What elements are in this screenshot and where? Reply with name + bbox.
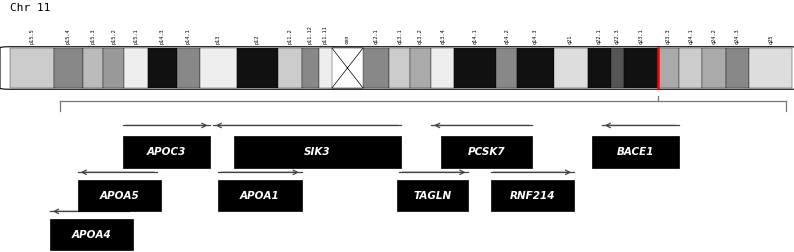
Bar [750,48,792,88]
Text: APOA1: APOA1 [240,191,280,201]
Text: APOA4: APOA4 [71,230,112,240]
Bar [703,48,726,88]
Polygon shape [332,48,363,88]
Bar [553,48,588,88]
Text: q14.3: q14.3 [533,28,538,44]
Bar [726,48,750,88]
Text: SIK3: SIK3 [304,147,331,157]
Text: p11.11: p11.11 [323,25,328,44]
Text: q22.3: q22.3 [615,28,620,44]
Text: p15.1: p15.1 [133,28,139,44]
Bar [611,48,624,88]
Text: p11.2: p11.2 [287,28,292,44]
Text: q23.1: q23.1 [638,28,644,44]
Bar [148,48,176,88]
Bar [54,48,83,88]
Text: Chr 11: Chr 11 [10,3,50,13]
Text: p15.2: p15.2 [111,28,117,44]
Bar [588,48,611,88]
Text: q24.3: q24.3 [735,28,740,44]
Bar [679,48,703,88]
Bar [496,48,517,88]
Bar [454,48,496,88]
Bar [410,48,431,88]
Bar [78,180,161,211]
Text: q12.1: q12.1 [374,28,379,44]
Text: q24.1: q24.1 [688,28,693,44]
Text: q21: q21 [568,35,573,44]
Bar [389,48,410,88]
Bar [218,180,302,211]
Text: q14.2: q14.2 [504,28,509,44]
Bar [318,48,332,88]
Bar [279,48,302,88]
Bar [234,136,401,168]
Text: q13.1: q13.1 [397,28,403,44]
Bar [103,48,125,88]
Text: p15.3: p15.3 [91,28,95,44]
Bar [237,48,279,88]
Text: RNF214: RNF214 [510,191,555,201]
Bar [517,48,553,88]
Text: p12: p12 [255,35,260,44]
Text: TAGLN: TAGLN [414,191,452,201]
Text: q24.2: q24.2 [711,28,717,44]
Text: p15.5: p15.5 [29,28,34,44]
Bar [431,48,454,88]
Text: q14.1: q14.1 [473,28,478,44]
Bar [658,48,679,88]
Bar [363,48,389,88]
Text: p14.3: p14.3 [160,28,164,44]
Text: q13.2: q13.2 [418,28,423,44]
Text: PCSK7: PCSK7 [468,147,505,157]
Bar [624,48,658,88]
Bar [302,48,318,88]
Text: p15.4: p15.4 [66,28,71,44]
Text: q25: q25 [769,35,773,44]
Bar [83,48,103,88]
Bar [592,136,679,168]
Text: APOC3: APOC3 [147,147,187,157]
Text: BACE1: BACE1 [616,147,654,157]
Bar [123,136,210,168]
Bar [50,219,133,250]
Text: p13: p13 [216,35,221,44]
Text: cen: cen [345,35,350,44]
Text: p11.12: p11.12 [308,25,313,44]
Bar [176,48,200,88]
Bar [200,48,237,88]
Text: q13.4: q13.4 [440,28,445,44]
Text: p14.1: p14.1 [186,28,191,44]
Bar [125,48,148,88]
Text: q22.1: q22.1 [597,28,602,44]
Text: q23.3: q23.3 [666,28,671,44]
Bar [441,136,532,168]
Bar [10,48,54,88]
Bar [491,180,574,211]
Bar [397,180,468,211]
Text: APOA5: APOA5 [99,191,140,201]
